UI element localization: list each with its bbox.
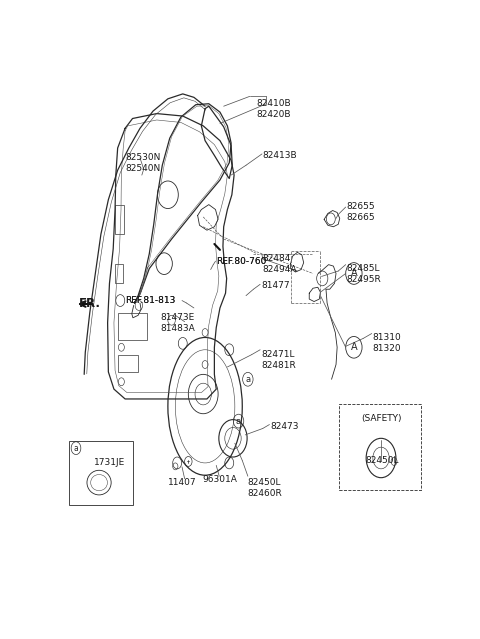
Text: 96301A: 96301A — [203, 475, 238, 484]
Text: 82485L
82495R: 82485L 82495R — [347, 264, 381, 284]
Bar — [115, 264, 123, 283]
Text: 82450L: 82450L — [365, 456, 398, 465]
Bar — [118, 313, 147, 340]
Text: (SAFETY): (SAFETY) — [361, 414, 402, 423]
Bar — [339, 404, 421, 490]
Text: 81477: 81477 — [261, 281, 289, 290]
Text: 82450L
82460R: 82450L 82460R — [248, 478, 283, 498]
Text: FR.: FR. — [79, 296, 101, 309]
Text: REF.81-813: REF.81-813 — [125, 296, 176, 305]
Text: 1731JE: 1731JE — [94, 458, 125, 467]
Text: 82471L
82481R: 82471L 82481R — [261, 350, 296, 370]
Text: 82484
82494A: 82484 82494A — [263, 254, 297, 274]
Bar — [118, 355, 138, 372]
Text: 81310
81320: 81310 81320 — [372, 332, 401, 353]
Text: a: a — [73, 443, 78, 452]
Text: A: A — [350, 343, 357, 352]
Text: 82413B: 82413B — [263, 151, 298, 160]
Text: REF.80-760: REF.80-760 — [216, 257, 266, 266]
Text: REF.81-813: REF.81-813 — [125, 296, 176, 305]
Text: 11407: 11407 — [168, 478, 197, 487]
Text: 82530N
82540N: 82530N 82540N — [125, 153, 160, 173]
Text: A: A — [350, 268, 357, 279]
Text: 82473: 82473 — [270, 422, 299, 431]
Text: 82655
82665: 82655 82665 — [347, 202, 375, 222]
Text: a: a — [245, 375, 251, 384]
Text: 81473E
81483A: 81473E 81483A — [160, 313, 195, 333]
Text: a: a — [236, 417, 241, 426]
Text: 82410B
82420B: 82410B 82420B — [257, 99, 291, 119]
Bar — [69, 441, 132, 505]
Text: REF.80-760: REF.80-760 — [216, 257, 266, 266]
Bar — [115, 204, 124, 234]
